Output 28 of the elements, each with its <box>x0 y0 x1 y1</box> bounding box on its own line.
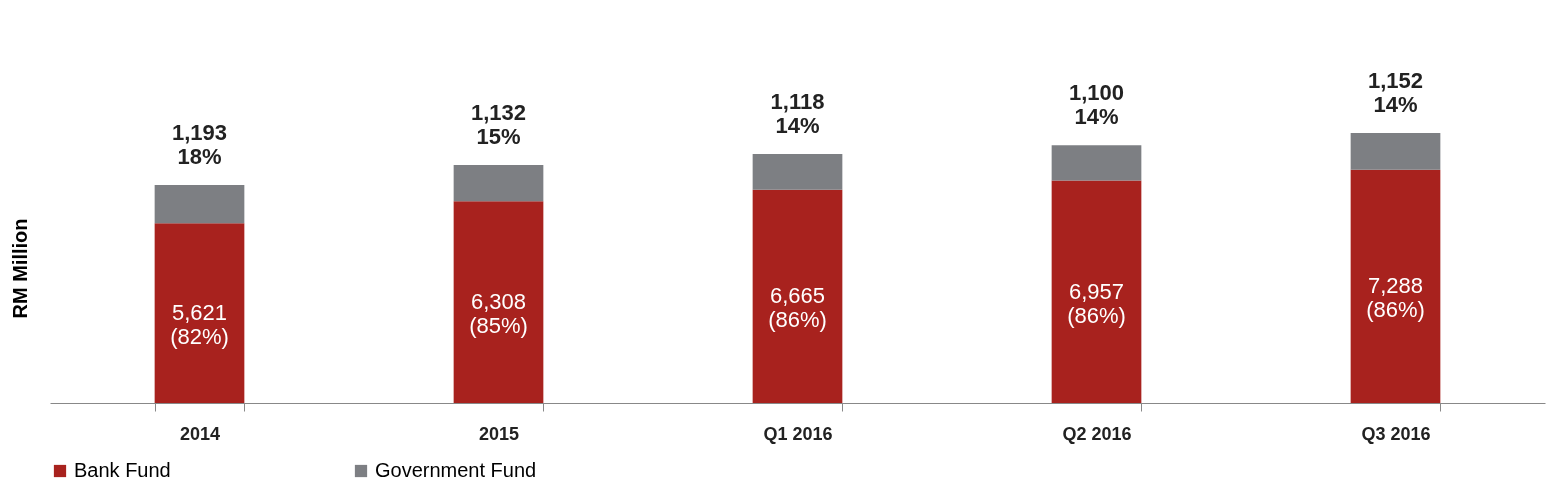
legend-label: Bank Fund <box>74 459 171 481</box>
bar <box>453 164 544 202</box>
data-label: 6,957 (86%) <box>1067 278 1126 328</box>
x-tick-label: Q3 2016 <box>1361 423 1431 444</box>
data-label: 1,100 14% <box>1068 80 1125 130</box>
data-label: 1,193 18% <box>171 120 228 170</box>
bar <box>1350 133 1441 170</box>
x-tick-label: Q1 2016 <box>763 423 833 444</box>
y-axis-title: RM Million <box>8 218 31 319</box>
data-label: 1,152 14% <box>1367 68 1424 117</box>
x-tick-label: 2015 <box>478 423 520 444</box>
bar <box>154 185 245 224</box>
data-label: 6,665 (86%) <box>768 283 827 333</box>
x-tick-label: 2014 <box>179 423 221 444</box>
data-label: 7,288 (86%) <box>1366 273 1425 323</box>
data-label: 1,118 14% <box>770 89 825 139</box>
data-label: 6,308 (85%) <box>469 289 528 339</box>
legend-label: Government Fund <box>375 459 537 481</box>
bar <box>752 154 843 190</box>
data-label: 5,621 (82%) <box>170 300 229 350</box>
bar <box>1051 180 1142 403</box>
x-tick-label: Q2 2016 <box>1062 423 1132 444</box>
bar <box>453 201 544 403</box>
bar <box>1051 145 1142 181</box>
bar <box>1350 169 1441 403</box>
bar <box>752 189 843 403</box>
bar <box>154 223 245 403</box>
data-label: 1,132 15% <box>470 99 527 149</box>
